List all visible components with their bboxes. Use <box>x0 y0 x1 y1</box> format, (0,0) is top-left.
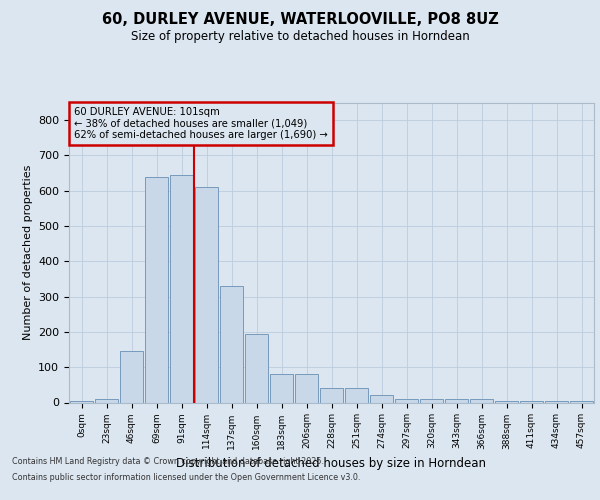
Bar <box>495 400 518 402</box>
Bar <box>120 352 143 403</box>
Bar <box>470 399 493 402</box>
Bar <box>70 400 93 402</box>
Bar <box>195 187 218 402</box>
Y-axis label: Number of detached properties: Number of detached properties <box>23 165 32 340</box>
Text: Size of property relative to detached houses in Horndean: Size of property relative to detached ho… <box>131 30 469 43</box>
Bar <box>295 374 318 402</box>
Text: Contains public sector information licensed under the Open Government Licence v3: Contains public sector information licen… <box>12 472 361 482</box>
Bar <box>570 400 593 402</box>
Bar <box>345 388 368 402</box>
Bar <box>395 399 418 402</box>
Bar <box>170 175 193 402</box>
Bar <box>320 388 343 402</box>
Text: 60 DURLEY AVENUE: 101sqm
← 38% of detached houses are smaller (1,049)
62% of sem: 60 DURLEY AVENUE: 101sqm ← 38% of detach… <box>74 107 328 140</box>
Text: Contains HM Land Registry data © Crown copyright and database right 2025.: Contains HM Land Registry data © Crown c… <box>12 458 324 466</box>
Bar <box>95 399 118 402</box>
X-axis label: Distribution of detached houses by size in Horndean: Distribution of detached houses by size … <box>176 457 487 470</box>
Text: 60, DURLEY AVENUE, WATERLOOVILLE, PO8 8UZ: 60, DURLEY AVENUE, WATERLOOVILLE, PO8 8U… <box>101 12 499 28</box>
Bar <box>545 400 568 402</box>
Bar <box>445 399 468 402</box>
Bar <box>245 334 268 402</box>
Bar <box>145 176 168 402</box>
Bar <box>220 286 243 403</box>
Bar <box>370 394 393 402</box>
Bar <box>420 399 443 402</box>
Bar <box>520 400 543 402</box>
Bar <box>270 374 293 402</box>
